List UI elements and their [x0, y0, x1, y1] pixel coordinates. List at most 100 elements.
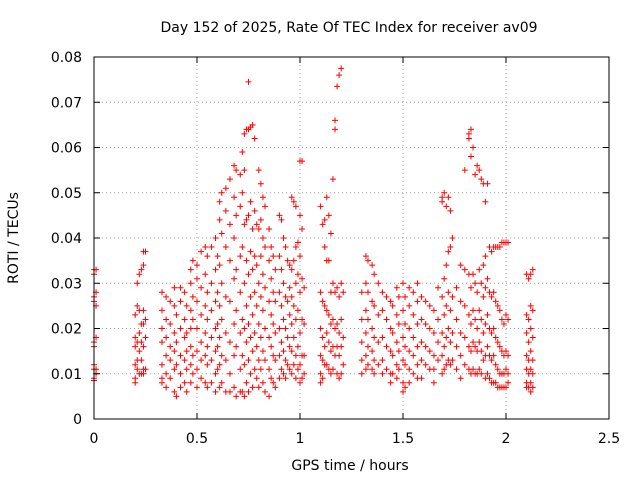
- data-point: [282, 325, 289, 332]
- data-point: [478, 370, 485, 377]
- data-point: [251, 253, 258, 260]
- data-point: [266, 334, 273, 341]
- data-point: [492, 361, 499, 368]
- data-point: [453, 284, 460, 291]
- data-point: [245, 271, 252, 278]
- data-point: [171, 388, 178, 395]
- data-point: [257, 293, 264, 300]
- data-point: [286, 284, 293, 291]
- data-point: [276, 325, 283, 332]
- data-point: [187, 325, 194, 332]
- data-point: [247, 198, 254, 205]
- data-point: [239, 316, 246, 323]
- data-point: [189, 257, 196, 264]
- data-point: [167, 375, 174, 382]
- data-point: [422, 361, 429, 368]
- data-point: [375, 339, 382, 346]
- data-point: [299, 275, 306, 282]
- data-point: [167, 357, 174, 364]
- data-point: [198, 357, 205, 364]
- data-point: [282, 357, 289, 364]
- data-point: [278, 366, 285, 373]
- data-point: [284, 257, 291, 264]
- data-point: [527, 302, 534, 309]
- data-point: [158, 307, 165, 314]
- data-point: [484, 311, 491, 318]
- data-point: [465, 311, 472, 318]
- data-point: [529, 334, 536, 341]
- data-point: [208, 244, 215, 251]
- data-point: [142, 248, 149, 255]
- data-point: [288, 370, 295, 377]
- data-point: [247, 248, 254, 255]
- data-point: [338, 343, 345, 350]
- data-point: [327, 348, 334, 355]
- data-point: [332, 289, 339, 296]
- data-point: [369, 325, 376, 332]
- data-point: [505, 379, 512, 386]
- y-tick-labels: 0 0.01 0.02 0.03 0.04 0.05 0.06 0.07 0.08: [51, 50, 82, 428]
- data-point: [255, 357, 262, 364]
- grid: [94, 57, 609, 419]
- data-point: [319, 298, 326, 305]
- data-point: [132, 361, 139, 368]
- data-point: [249, 225, 256, 232]
- data-point: [212, 348, 219, 355]
- data-point: [140, 262, 147, 269]
- data-point: [319, 375, 326, 382]
- data-point: [465, 135, 472, 142]
- data-point: [441, 366, 448, 373]
- data-point: [301, 320, 308, 327]
- data-point: [187, 361, 194, 368]
- data-point: [430, 330, 437, 337]
- data-point: [400, 280, 406, 287]
- data-point: [406, 302, 413, 309]
- data-point: [290, 257, 297, 264]
- data-point: [387, 298, 394, 305]
- data-point: [453, 366, 460, 373]
- data-point: [222, 185, 229, 192]
- data-point: [461, 302, 468, 309]
- data-point: [187, 379, 194, 386]
- data-point: [494, 366, 501, 373]
- data-point: [317, 379, 324, 386]
- data-point: [194, 366, 200, 373]
- data-point: [435, 357, 442, 364]
- data-point: [406, 348, 413, 355]
- data-point: [439, 352, 446, 359]
- data-point: [255, 384, 262, 391]
- data-point: [208, 357, 215, 364]
- data-point: [189, 352, 196, 359]
- data-point: [325, 257, 332, 264]
- data-point: [243, 379, 250, 386]
- data-point: [183, 366, 190, 373]
- data-point: [181, 334, 188, 341]
- data-point: [299, 225, 306, 232]
- data-point: [237, 366, 244, 373]
- data-point: [441, 189, 448, 196]
- data-point: [490, 325, 497, 332]
- data-point: [249, 348, 256, 355]
- data-point: [173, 339, 180, 346]
- data-point: [414, 280, 421, 287]
- data-point: [173, 393, 180, 400]
- data-point: [503, 384, 509, 391]
- data-point: [276, 375, 283, 382]
- data-point: [268, 244, 275, 251]
- data-point: [253, 343, 260, 350]
- data-point: [317, 352, 324, 359]
- data-point: [467, 126, 474, 133]
- data-point: [292, 280, 299, 287]
- data-point: [214, 253, 221, 260]
- chart-title: Day 152 of 2025, Rate Of TEC Index for r…: [160, 20, 537, 36]
- data-point: [449, 293, 456, 300]
- data-point: [218, 352, 225, 359]
- data-point: [216, 334, 223, 341]
- data-point: [297, 212, 303, 219]
- data-point: [214, 366, 221, 373]
- data-point: [183, 348, 190, 355]
- data-point: [259, 379, 266, 386]
- data-point: [276, 212, 283, 219]
- data-point: [212, 370, 219, 377]
